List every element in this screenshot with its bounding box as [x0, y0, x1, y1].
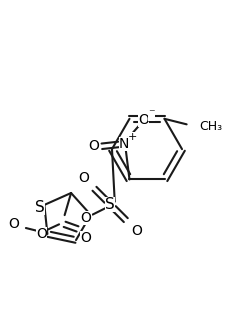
Text: O: O — [88, 139, 99, 153]
Text: O: O — [138, 113, 149, 127]
Text: O: O — [9, 217, 19, 231]
Text: S: S — [105, 197, 115, 212]
Text: N: N — [119, 137, 129, 151]
Text: +: + — [128, 132, 137, 142]
Text: O: O — [36, 227, 47, 241]
Text: S: S — [35, 200, 45, 215]
Text: O: O — [78, 171, 89, 185]
Text: O: O — [131, 224, 142, 238]
Text: ⁻: ⁻ — [148, 108, 155, 121]
Text: O: O — [81, 211, 92, 225]
Text: CH₃: CH₃ — [200, 120, 223, 133]
Text: O: O — [80, 231, 91, 245]
